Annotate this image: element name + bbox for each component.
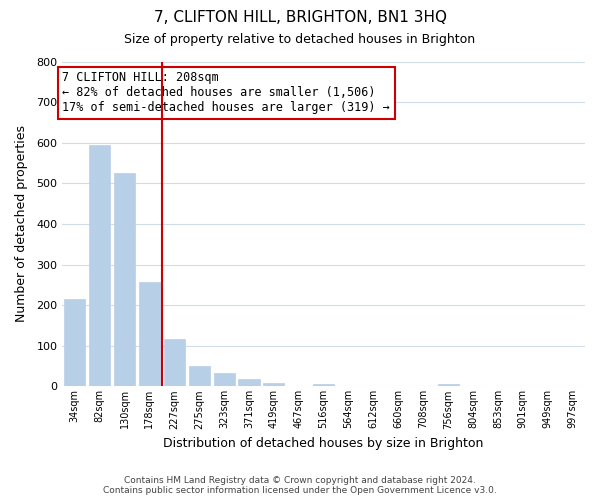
Bar <box>313 384 334 386</box>
X-axis label: Distribution of detached houses by size in Brighton: Distribution of detached houses by size … <box>163 437 484 450</box>
Bar <box>89 145 110 386</box>
Bar <box>263 383 284 386</box>
Bar <box>214 373 235 386</box>
Bar <box>139 282 160 387</box>
Text: Size of property relative to detached houses in Brighton: Size of property relative to detached ho… <box>124 32 476 46</box>
Bar <box>114 173 135 386</box>
Text: 7, CLIFTON HILL, BRIGHTON, BN1 3HQ: 7, CLIFTON HILL, BRIGHTON, BN1 3HQ <box>154 10 446 25</box>
Bar <box>238 378 260 386</box>
Y-axis label: Number of detached properties: Number of detached properties <box>15 126 28 322</box>
Text: Contains HM Land Registry data © Crown copyright and database right 2024.
Contai: Contains HM Land Registry data © Crown c… <box>103 476 497 495</box>
Bar <box>164 339 185 386</box>
Bar <box>64 299 85 386</box>
Bar <box>188 366 210 386</box>
Text: 7 CLIFTON HILL: 208sqm
← 82% of detached houses are smaller (1,506)
17% of semi-: 7 CLIFTON HILL: 208sqm ← 82% of detached… <box>62 71 390 114</box>
Bar <box>437 384 458 386</box>
